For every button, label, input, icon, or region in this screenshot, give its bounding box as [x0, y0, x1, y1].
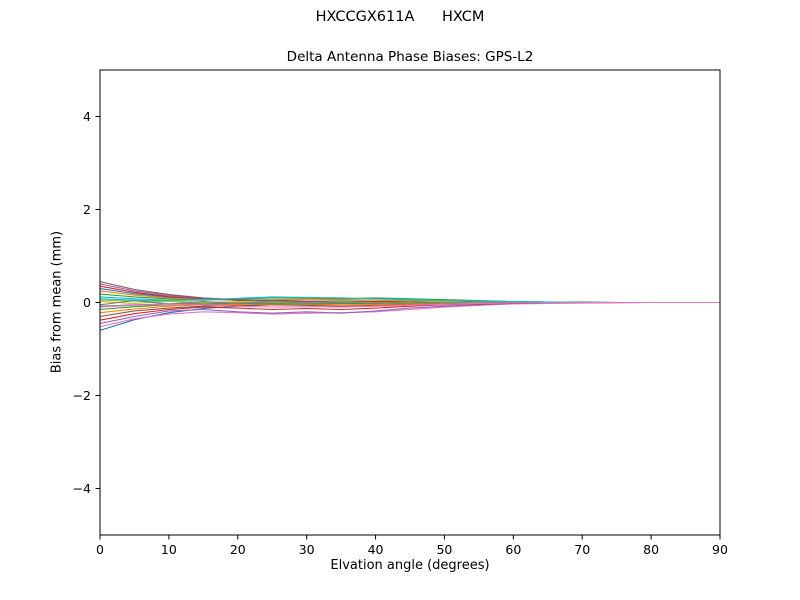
x-tick-label: 90	[712, 542, 728, 557]
y-tick-label: 0	[83, 295, 91, 310]
x-tick-label: 40	[368, 542, 384, 557]
series-line-20	[99, 301, 720, 308]
x-tick-label: 10	[161, 542, 177, 557]
x-tick-label: 20	[230, 542, 246, 557]
x-tick-label: 30	[299, 542, 315, 557]
y-tick-label: −4	[73, 481, 91, 496]
x-tick-label: 50	[436, 542, 452, 557]
y-tick-label: −2	[73, 388, 91, 403]
x-tick-label: 0	[96, 542, 104, 557]
x-tick-label: 80	[643, 542, 659, 557]
y-tick-label: 2	[83, 202, 91, 217]
figure-title: HXCCGX611A HXCM	[315, 9, 485, 25]
x-tick-label: 60	[505, 542, 521, 557]
axes-title: Delta Antenna Phase Biases: GPS-L2	[286, 49, 534, 65]
y-tick-label: 4	[83, 109, 91, 124]
x-axis-label: Elvation angle (degrees)	[330, 558, 490, 573]
x-tick-label: 70	[574, 542, 590, 557]
